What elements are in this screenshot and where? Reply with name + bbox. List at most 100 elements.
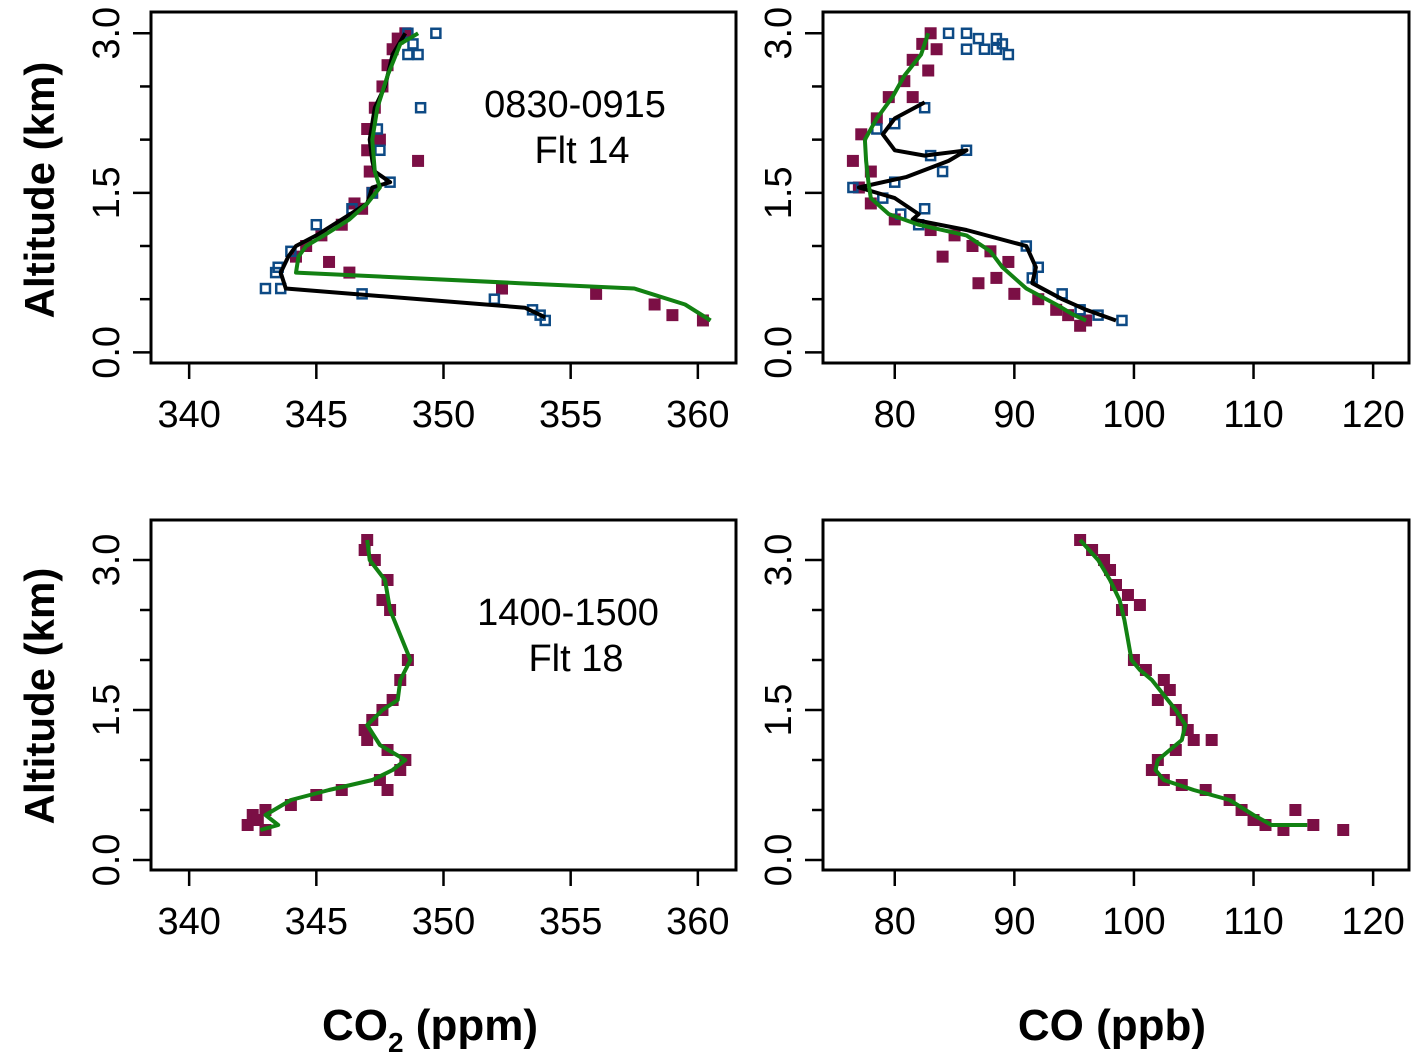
data-point-open [990, 43, 1003, 55]
x-tick-label: 110 [1223, 394, 1284, 436]
series-line [862, 32, 1087, 323]
data-point [1289, 804, 1302, 816]
x-tick-label: 340 [157, 394, 220, 436]
data-point [936, 250, 949, 263]
data-point-open [918, 203, 931, 215]
data-point [846, 154, 859, 167]
data-point [906, 53, 919, 66]
data-point [922, 64, 935, 77]
series-line [1078, 538, 1308, 827]
y-tick-label: 3.0 [86, 7, 128, 60]
plot-area [846, 27, 1128, 332]
data-point [666, 309, 679, 322]
data-point-open [960, 43, 973, 55]
data-point-open [1002, 48, 1015, 61]
data-point-open [488, 293, 501, 305]
data-point [930, 43, 943, 56]
data-point [376, 594, 389, 606]
flight-annotation: 0830-0915 [484, 84, 666, 126]
plot-frame [821, 10, 1411, 365]
plot-frame [149, 10, 738, 365]
y-tick-label: 0.0 [86, 326, 128, 379]
panel-co-flt14: 80 90 100 110 120 0.0 1.5 3.0 [758, 7, 1411, 436]
x-tick-label: 360 [666, 394, 729, 436]
x-tick-label: 355 [539, 901, 602, 943]
x-tick-label: 355 [539, 394, 602, 436]
y-tick-label: 3.0 [86, 534, 128, 587]
data-point [381, 784, 394, 796]
x-axis-label-co2: CO2 (ppm) [322, 1001, 538, 1053]
y-axis-label-bottom: Altitude (km) [16, 568, 63, 825]
x-tick-label: 100 [1102, 901, 1165, 943]
y-tick-label: 3.0 [758, 534, 800, 587]
data-point [323, 255, 336, 268]
data-point-open [374, 144, 386, 157]
y-tick-label: 1.5 [758, 684, 800, 737]
data-point-open [414, 101, 427, 114]
data-point-open [972, 32, 985, 45]
data-point [361, 534, 374, 546]
data-point-open [942, 27, 955, 40]
series-line [294, 31, 712, 323]
data-point [361, 734, 374, 746]
data-point-open [407, 38, 419, 50]
data-point-open [960, 27, 973, 40]
y-tick-label: 1.5 [758, 166, 800, 219]
plot-frame [149, 518, 738, 872]
data-point [496, 282, 508, 295]
data-point [1074, 319, 1087, 332]
data-point-open [310, 218, 323, 231]
plot-frame [821, 518, 1411, 872]
x-tick-label: 80 [874, 901, 916, 943]
data-point-open [978, 43, 991, 55]
x-tick-label: 360 [666, 901, 729, 943]
data-point [1205, 734, 1218, 746]
data-point [241, 819, 254, 831]
x-tick-label: 345 [285, 901, 348, 943]
x-tick-label: 90 [993, 394, 1035, 436]
y-tick-label: 1.5 [86, 684, 128, 737]
plot-area [1074, 534, 1350, 836]
data-point [412, 154, 425, 167]
x-tick-label: 110 [1223, 901, 1284, 943]
data-point [1151, 694, 1164, 706]
flight-annotation: Flt 18 [528, 638, 623, 680]
y-tick-label: 1.5 [86, 166, 128, 219]
data-point [1133, 599, 1146, 611]
data-point [906, 91, 919, 104]
y-tick-label: 0.0 [758, 326, 800, 379]
x-tick-label: 350 [412, 901, 475, 943]
x-tick-label: 120 [1341, 901, 1404, 943]
data-point [1163, 684, 1176, 696]
x-tick-label: 340 [157, 901, 220, 943]
y-axis-label-top: Altitude (km) [16, 62, 63, 319]
y-tick-label: 3.0 [758, 7, 800, 60]
data-point-open [430, 27, 442, 40]
data-point-open [1116, 314, 1128, 327]
data-point [1187, 734, 1200, 746]
x-axis-label-co: CO (ppb) [1018, 1001, 1206, 1050]
data-point-open [402, 48, 414, 61]
x-tick-label: 80 [874, 394, 916, 436]
panel-co-flt18: 80 90 100 110 120 0.0 1.5 3.0 [758, 518, 1411, 943]
data-point [1008, 287, 1021, 300]
data-point [1337, 824, 1350, 836]
data-point [590, 287, 603, 300]
data-point-open [259, 282, 272, 295]
y-tick-label: 0.0 [758, 834, 800, 887]
data-point [373, 133, 386, 146]
data-point [1121, 589, 1134, 601]
x-tick-label: 90 [993, 901, 1035, 943]
data-point-open [936, 165, 949, 178]
data-point [1157, 674, 1170, 686]
series-line [856, 100, 1117, 323]
flight-annotation: Flt 14 [534, 130, 629, 172]
data-point [251, 814, 264, 826]
data-point [1002, 255, 1015, 268]
flight-annotation: 1400-1500 [477, 592, 659, 634]
data-point [648, 298, 661, 311]
x-tick-label: 345 [285, 394, 348, 436]
data-point-open [412, 48, 424, 61]
